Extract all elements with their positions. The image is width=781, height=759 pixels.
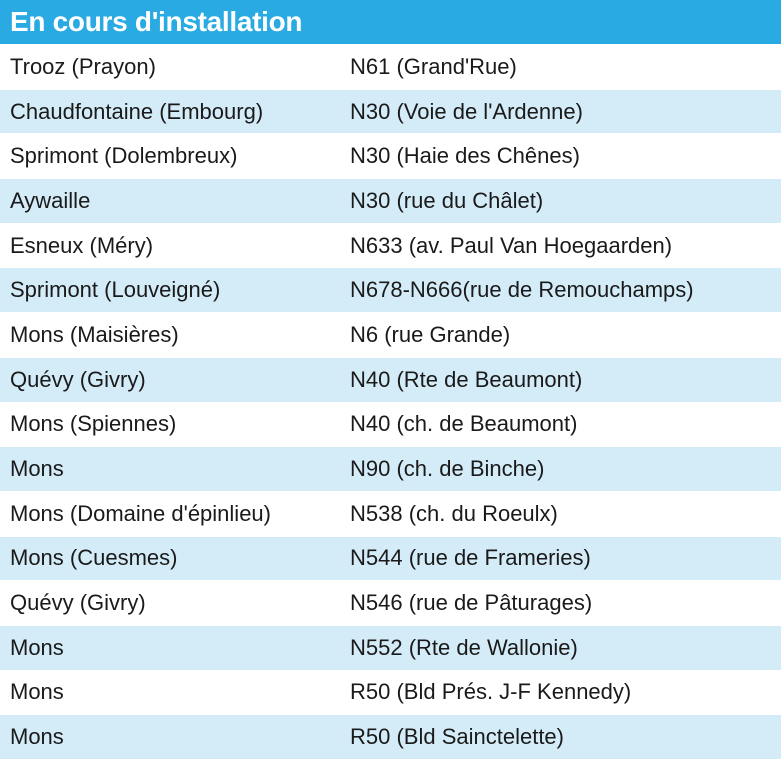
road-cell: N40 (Rte de Beaumont) xyxy=(350,366,583,392)
road-cell: N40 (ch. de Beaumont) xyxy=(350,411,578,437)
road-cell: R50 (Bld Sainctelette) xyxy=(350,724,564,750)
table-row: Mons (Cuesmes) N544 (rue de Frameries) xyxy=(0,535,781,581)
table-title: En cours d'installation xyxy=(10,6,303,37)
table-row: Mons (Maisières) N6 (rue Grande) xyxy=(0,312,781,357)
road-cell: N30 (Haie des Chênes) xyxy=(350,143,580,169)
place-cell: Chaudfontaine (Embourg) xyxy=(10,98,264,124)
table-row: Quévy (Givry) N546 (rue de Pâturages) xyxy=(0,580,781,625)
table-row: Aywaille N30 (rue du Châlet) xyxy=(0,178,781,223)
table-row: Mons N90 (ch. de Binche) xyxy=(0,446,781,491)
place-cell: Sprimont (Louveigné) xyxy=(10,277,221,303)
road-cell: N546 (rue de Pâturages) xyxy=(350,590,593,616)
place-cell: Mons xyxy=(10,634,64,660)
table-body: Trooz (Prayon) N61 (Grand'Rue) Chaudfont… xyxy=(0,44,781,759)
road-cell: N544 (rue de Frameries) xyxy=(350,545,591,571)
road-cell: N678-N666(rue de Remouchamps) xyxy=(350,277,694,303)
table-row: Mons N552 (Rte de Wallonie) xyxy=(0,624,781,670)
table-row: Mons R50 (Bld Prés. J-F Kennedy) xyxy=(0,669,781,715)
place-cell: Quévy (Givry) xyxy=(10,590,146,616)
place-cell: Trooz (Prayon) xyxy=(10,53,156,79)
place-cell: Mons xyxy=(10,456,64,482)
road-cell: N538 (ch. du Roeulx) xyxy=(350,500,558,526)
table-row: Sprimont (Louveigné) N678-N666(rue de Re… xyxy=(0,267,781,313)
table-row: Sprimont (Dolembreux) N30 (Haie des Chên… xyxy=(0,133,781,179)
road-cell: N30 (Voie de l'Ardenne) xyxy=(350,98,583,124)
road-cell: N30 (rue du Châlet) xyxy=(350,187,544,213)
road-cell: N633 (av. Paul Van Hoegaarden) xyxy=(350,232,673,258)
table-row: Esneux (Méry) N633 (av. Paul Van Hoegaar… xyxy=(0,222,781,268)
road-cell: N6 (rue Grande) xyxy=(350,321,511,347)
place-cell: Mons (Cuesmes) xyxy=(10,545,178,571)
place-cell: Mons (Maisières) xyxy=(10,321,179,347)
road-cell: N90 (ch. de Binche) xyxy=(350,456,545,482)
place-cell: Mons xyxy=(10,724,64,750)
road-cell: N61 (Grand'Rue) xyxy=(350,53,517,79)
place-cell: Aywaille xyxy=(10,187,91,213)
table-row: Chaudfontaine (Embourg) N30 (Voie de l'A… xyxy=(0,88,781,134)
table-row: Mons R50 (Bld Sainctelette) xyxy=(0,714,781,759)
table-row: Mons (Domaine d'épinlieu) N538 (ch. du R… xyxy=(0,490,781,536)
place-cell: Mons (Domaine d'épinlieu) xyxy=(10,500,271,526)
table-header: En cours d'installation xyxy=(0,0,781,44)
table-row: Mons (Spiennes) N40 (ch. de Beaumont) xyxy=(0,401,781,447)
place-cell: Sprimont (Dolembreux) xyxy=(10,143,238,169)
place-cell: Mons xyxy=(10,679,64,705)
place-cell: Esneux (Méry) xyxy=(10,232,154,258)
road-cell: R50 (Bld Prés. J-F Kennedy) xyxy=(350,679,632,705)
table-row: Trooz (Prayon) N61 (Grand'Rue) xyxy=(0,44,781,89)
road-cell: N552 (Rte de Wallonie) xyxy=(350,634,578,660)
place-cell: Mons (Spiennes) xyxy=(10,411,177,437)
place-cell: Quévy (Givry) xyxy=(10,366,146,392)
table-row: Quévy (Givry) N40 (Rte de Beaumont) xyxy=(0,356,781,402)
